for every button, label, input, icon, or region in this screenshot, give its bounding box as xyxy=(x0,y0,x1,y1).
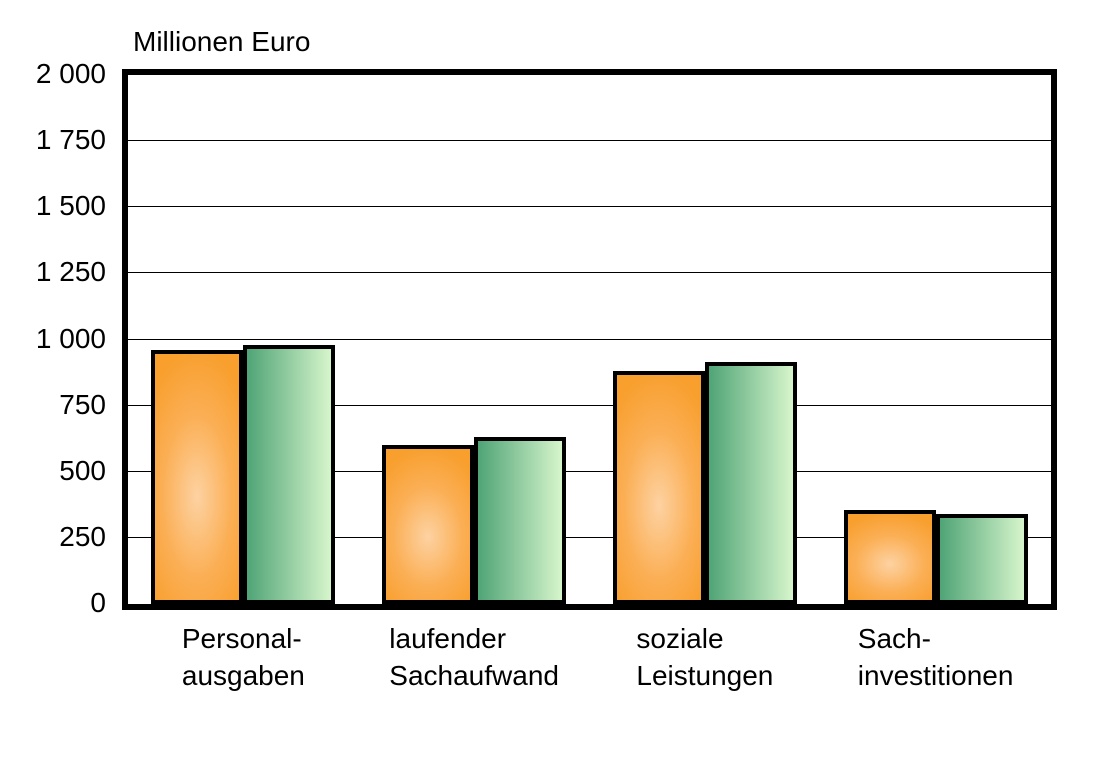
x-axis-label-line: investitionen xyxy=(857,660,1014,691)
x-axis-label-line: Leistungen xyxy=(636,660,774,691)
bar-green-sachinvestitionen xyxy=(935,514,1028,604)
x-axis-label-line: Sach- xyxy=(857,623,931,654)
y-axis-tick-label-2000: 2 000 xyxy=(35,58,106,89)
x-axis-label-line: Sachaufwand xyxy=(389,660,559,691)
bar-orange-soziale-leistungen xyxy=(612,371,705,604)
x-axis-label-soziale-leistungen: soziale Leistungen xyxy=(636,620,773,694)
gridline-1500 xyxy=(128,206,1051,208)
bar-orange-sachinvestitionen xyxy=(843,510,936,604)
plot-area xyxy=(122,69,1057,610)
y-axis-tick-label-1250: 1 250 xyxy=(35,256,106,288)
y-axis-tick-label-1500: 1 500 xyxy=(35,190,106,222)
bar-orange-personalausgaben xyxy=(151,350,244,604)
bar-green-personalausgaben xyxy=(243,345,336,604)
gridline-750 xyxy=(128,404,1051,406)
y-axis-tick-label-0: 0 xyxy=(90,587,106,618)
y-axis-tick-label-1000: 1 000 xyxy=(35,322,106,354)
x-axis-label-line: Personal- xyxy=(181,623,302,654)
x-axis-label-laufender-sachaufwand: laufender Sachaufwand xyxy=(389,620,559,694)
gridline-250 xyxy=(128,536,1051,538)
bar-green-laufender-sachaufwand xyxy=(474,437,567,604)
y-axis-tick-label-250: 250 xyxy=(59,520,106,552)
x-axis-label-line: laufender xyxy=(389,623,507,654)
gridline-1250 xyxy=(128,272,1051,274)
x-axis-label-line: ausgaben xyxy=(181,660,305,691)
y-axis-tick-label-1750: 1 750 xyxy=(35,124,106,156)
y-axis-tick-label-500: 500 xyxy=(59,454,106,486)
gridline-1750 xyxy=(128,140,1051,142)
x-axis-label-personalausgaben: Personal-ausgaben xyxy=(182,620,305,694)
y-axis-unit-title: Millionen Euro xyxy=(133,26,311,57)
bar-orange-laufender-sachaufwand xyxy=(382,445,475,604)
y-axis-tick-label-750: 750 xyxy=(59,388,106,420)
x-axis-label-line: soziale xyxy=(636,623,724,654)
gridline-500 xyxy=(128,470,1051,472)
gridline-1000 xyxy=(128,338,1051,340)
x-axis-label-sachinvestitionen: Sach-investitionen xyxy=(858,620,1014,694)
bar-green-soziale-leistungen xyxy=(704,362,797,604)
